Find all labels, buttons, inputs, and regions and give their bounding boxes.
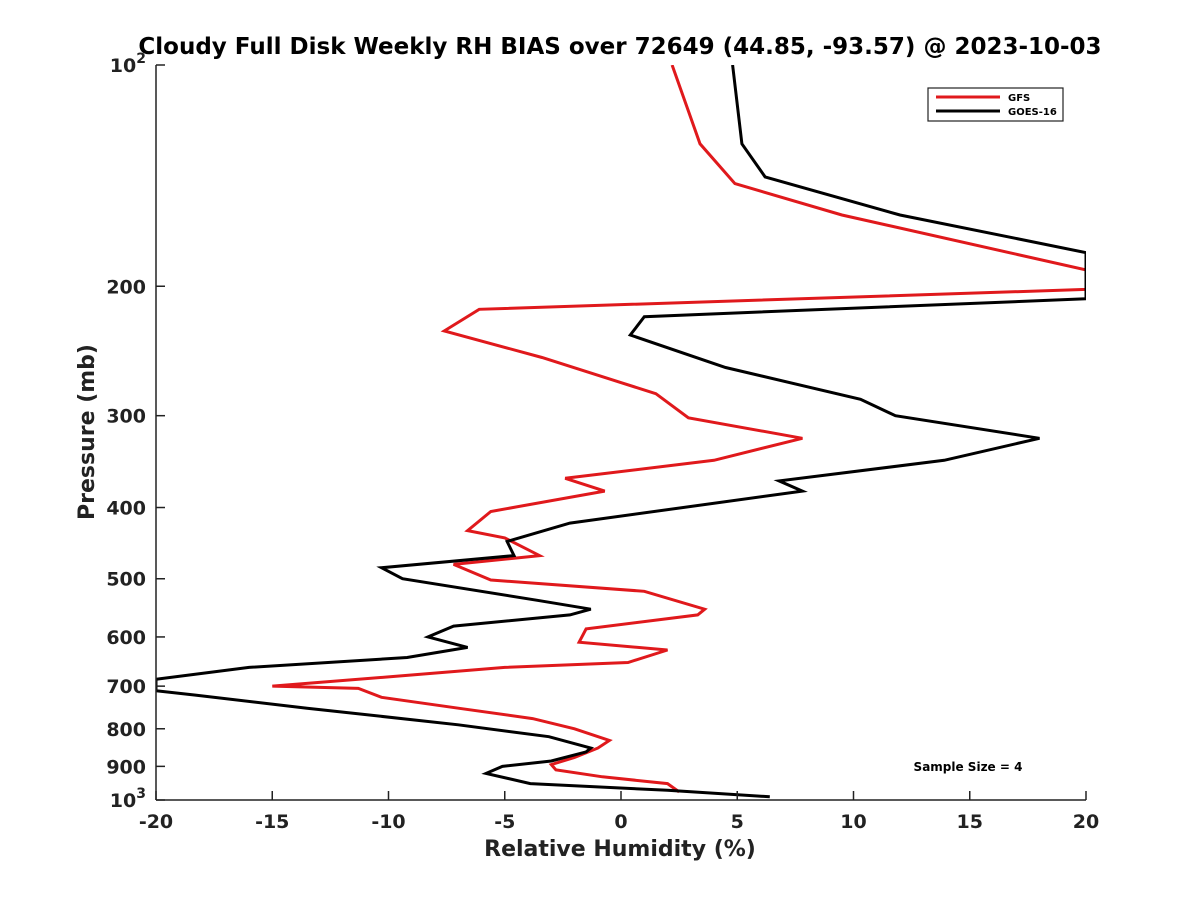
- y-tick-label: 800: [106, 719, 146, 741]
- series-line-gfs: [272, 65, 1086, 794]
- x-tick-label: 0: [614, 811, 627, 833]
- x-tick-label: -15: [255, 811, 289, 833]
- y-tick-label: 400: [106, 498, 146, 520]
- legend-box: [927, 87, 1064, 122]
- x-tick-label: 10: [840, 811, 866, 833]
- y-axis-label: Pressure (mb): [75, 344, 100, 520]
- series-line-goes-16: [156, 65, 1086, 799]
- x-axis-label: Relative Humidity (%): [484, 837, 756, 862]
- y-tick-label: 103: [110, 786, 146, 812]
- x-tick-label: -20: [139, 811, 173, 833]
- y-tick-label: 900: [106, 756, 146, 778]
- x-tick-label: 5: [731, 811, 744, 833]
- y-tick-label: 500: [106, 569, 146, 591]
- y-tick-label: 600: [106, 627, 146, 649]
- y-tick-label: 102: [110, 51, 146, 77]
- x-tick-label: 15: [957, 811, 983, 833]
- legend-label: GFS: [1008, 93, 1030, 104]
- ticks: -20 -15 -10 -5 0 5 10 15 20 102 200 300 400 500 600 700…: [106, 51, 1099, 833]
- x-tick-label: -5: [494, 811, 515, 833]
- y-tick-label: 200: [106, 276, 146, 298]
- sample-size-annotation: Sample Size = 4: [914, 760, 1023, 774]
- y-tick-label: 300: [106, 406, 146, 428]
- legend: GFS GOES-16: [927, 87, 1064, 122]
- x-tick-label: -10: [371, 811, 405, 833]
- y-tick-label: 700: [106, 676, 146, 698]
- x-tick-label: 20: [1073, 811, 1099, 833]
- chart-title: Cloudy Full Disk Weekly RH BIAS over 726…: [138, 34, 1101, 60]
- legend-label: GOES-16: [1008, 107, 1057, 118]
